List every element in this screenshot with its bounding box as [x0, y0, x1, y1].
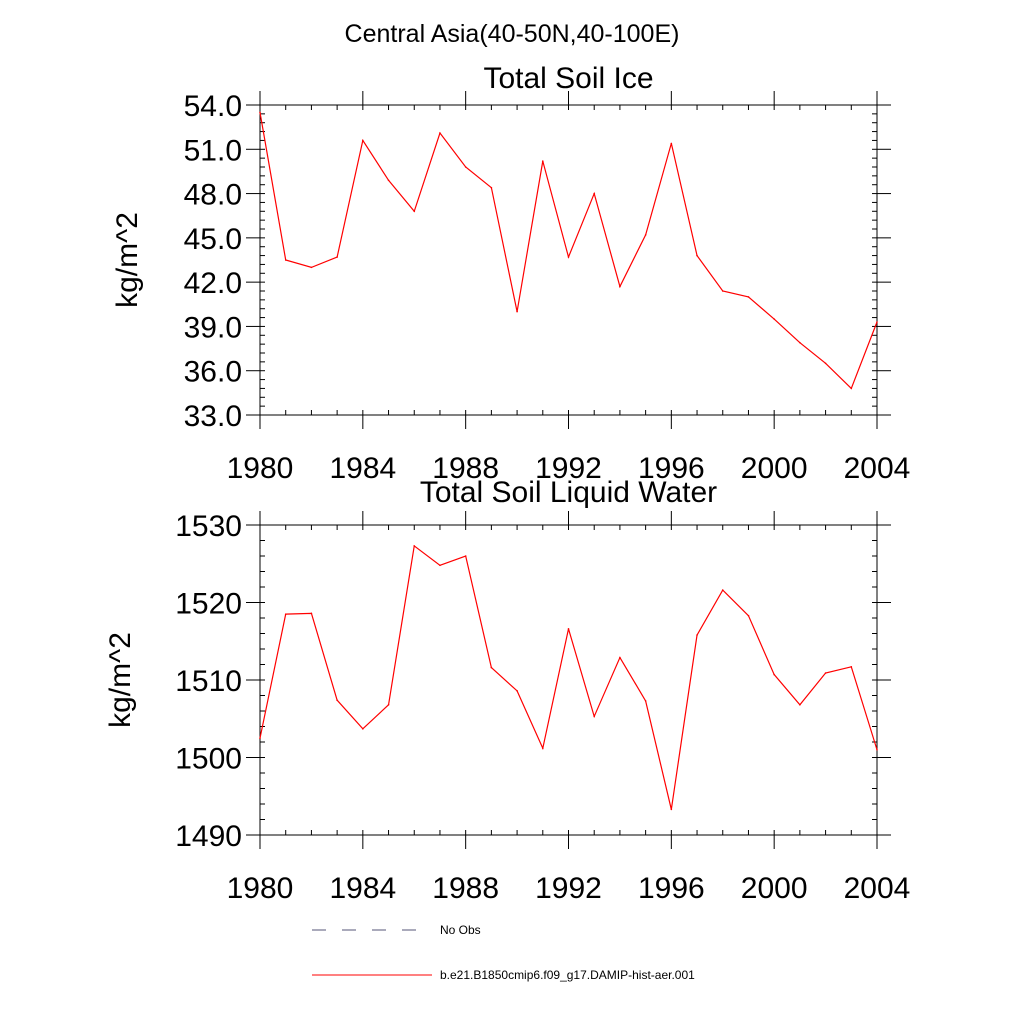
data-point [464, 555, 467, 557]
data-point [696, 634, 698, 636]
data-point [413, 210, 416, 213]
data-point [670, 808, 673, 811]
data-point [516, 310, 518, 313]
data-point [773, 318, 775, 320]
data-point [696, 254, 698, 257]
data-point [259, 737, 261, 739]
x-tick-label: 1992 [535, 452, 602, 485]
series-line [259, 544, 878, 810]
data-point [490, 186, 493, 189]
data-point [747, 296, 750, 298]
data-point [362, 139, 364, 142]
y-tick-label: 33.0 [184, 400, 242, 433]
y-tick-label: 1510 [175, 665, 242, 698]
data-point [850, 666, 853, 668]
data-point [387, 179, 390, 182]
y-tick-label: 45.0 [184, 223, 242, 256]
data-point [619, 656, 621, 659]
data-point [541, 160, 544, 162]
y-axis-label: kg/m^2 [104, 632, 137, 728]
data-point [310, 266, 313, 269]
data-point [310, 612, 313, 615]
x-tick-label: 1980 [227, 452, 294, 485]
data-point [876, 321, 878, 323]
x-tick-label: 1980 [227, 872, 294, 905]
data-point [799, 341, 801, 344]
y-tick-label: 48.0 [184, 179, 242, 212]
plot-frame [259, 104, 878, 416]
data-point [644, 700, 647, 702]
x-tick-label: 2004 [844, 452, 911, 485]
x-tick-label: 1992 [535, 872, 602, 905]
x-tick-label: 2000 [741, 452, 808, 485]
data-point [593, 192, 596, 195]
x-tick-label: 1984 [329, 452, 396, 485]
data-point [773, 673, 775, 676]
x-tick-label: 1996 [638, 872, 705, 905]
y-tick-label: 42.0 [184, 267, 242, 300]
panel-total-soil-liquid-water: Total Soil Liquid Water 1980 1984 1988 1992 1… [104, 476, 910, 905]
data-point [747, 614, 750, 617]
plot-frame [259, 524, 878, 836]
y-axis-label: kg/m^2 [111, 212, 144, 308]
data-point [284, 259, 287, 261]
data-point [284, 613, 287, 615]
data-point [439, 132, 441, 134]
x-tick-label: 2004 [844, 872, 911, 905]
series-line [259, 112, 878, 390]
data-point [464, 166, 467, 168]
data-point [824, 672, 827, 674]
data-point [362, 728, 364, 730]
data-point [387, 704, 390, 706]
data-point [670, 142, 673, 145]
y-tick-label: 54.0 [184, 90, 242, 123]
data-point [567, 256, 570, 258]
data-point [413, 545, 416, 547]
data-point [516, 690, 518, 692]
y-tick-label: 36.0 [184, 356, 242, 389]
y-tick-label: 1520 [175, 588, 242, 621]
panel-total-soil-ice: Total Soil Ice 1980 1984 1988 1992 1996 2000 20… [111, 62, 910, 485]
legend-label-model: b.e21.B1850cmip6.f09_g17.DAMIP-hist-aer.… [440, 968, 695, 982]
data-point [721, 290, 724, 292]
y-tick-label: 1500 [175, 743, 242, 776]
data-point [644, 234, 647, 236]
chart-title: Total Soil Liquid Water [420, 476, 717, 509]
x-tick-label: 1996 [638, 452, 705, 485]
data-point [799, 704, 801, 706]
x-tick-label: 1988 [432, 452, 499, 485]
data-point [541, 747, 544, 749]
x-tick-label: 1984 [329, 872, 396, 905]
x-tick-label: 1988 [432, 872, 499, 905]
y-tick-label: 1490 [175, 820, 242, 853]
data-point [336, 256, 338, 258]
chart-title: Total Soil Ice [483, 62, 653, 95]
data-point [439, 564, 441, 567]
data-point [619, 285, 621, 288]
legend-label-no-obs: No Obs [440, 923, 481, 937]
data-point [567, 628, 570, 630]
data-point [850, 387, 853, 390]
x-tick-label: 2000 [741, 872, 808, 905]
data-point [259, 111, 261, 114]
y-tick-label: 39.0 [184, 311, 242, 344]
data-point [593, 715, 596, 718]
data-point [490, 666, 493, 669]
legend: No Obs b.e21.B1850cmip6.f09_g17.DAMIP-hi… [312, 923, 695, 982]
y-tick-label: 1530 [175, 510, 242, 543]
y-tick-label: 51.0 [184, 134, 242, 167]
data-point [876, 748, 878, 751]
data-point [336, 699, 338, 701]
figure-title: Central Asia(40-50N,40-100E) [345, 20, 680, 48]
data-point [721, 589, 724, 591]
data-point [824, 362, 827, 365]
